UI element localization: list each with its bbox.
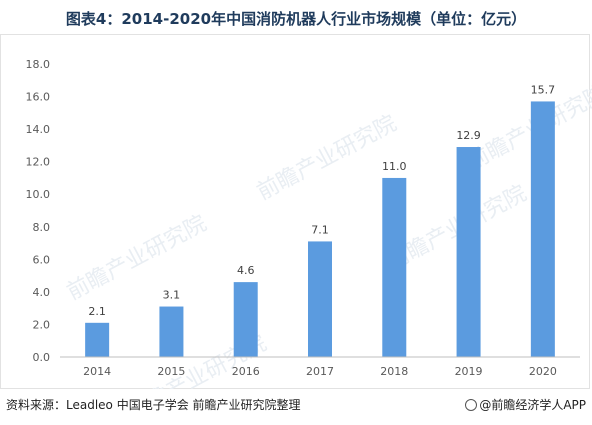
- y-tick-label: 10.0: [26, 188, 51, 201]
- watermark-text: 前瞻产业研究院: [463, 81, 592, 175]
- bar: [530, 101, 555, 357]
- x-axis: 2014 2015 2016 2017 2018 2019 2020: [60, 356, 580, 378]
- y-tick-label: 8.0: [33, 221, 51, 234]
- x-tick-label: 2016: [232, 365, 260, 378]
- data-label: 15.7: [531, 83, 556, 96]
- y-axis: 0.0 2.0 4.0 6.0 8.0 10.0 12.0 14.0 16.0 18.0: [26, 58, 51, 364]
- watermark-text: 前瞻产业研究院: [253, 111, 401, 205]
- y-tick-label: 14.0: [26, 123, 51, 136]
- y-tick-label: 18.0: [26, 58, 51, 71]
- chart-frame: [0, 34, 590, 389]
- bar-series: [85, 101, 555, 357]
- watermark-text: 前瞻产业研究院: [63, 211, 211, 305]
- x-tick-label: 2018: [380, 365, 408, 378]
- bar: [382, 177, 407, 357]
- chart-title: 图表4：2014-2020年中国消防机器人行业市场规模（单位：亿元）: [65, 10, 527, 28]
- data-labels: 2.1 3.1 4.6 7.1 11.0 12.9 15.7: [88, 83, 555, 317]
- bar: [233, 282, 258, 357]
- data-label: 4.6: [237, 264, 255, 277]
- bar: [159, 306, 184, 357]
- credit-note: @前瞻经济学人APP: [465, 396, 586, 413]
- y-tick-label: 2.0: [33, 318, 51, 331]
- x-tick-label: 2014: [83, 365, 111, 378]
- bar-chart: 前瞻产业研究院前瞻产业研究院前瞻产业研究院前瞻产业研究院前瞻产业研究院 0.02…: [26, 58, 592, 389]
- data-label: 7.1: [311, 223, 329, 236]
- credit-text: @前瞻经济学人APP: [479, 398, 586, 412]
- y-tick-label: 16.0: [26, 91, 51, 104]
- bar: [456, 147, 481, 357]
- y-tick-label: 12.0: [26, 156, 51, 169]
- x-tick-label: 2017: [306, 365, 334, 378]
- bar: [85, 322, 110, 357]
- data-label: 11.0: [382, 160, 407, 173]
- y-tick-label: 6.0: [33, 253, 51, 266]
- data-label: 2.1: [88, 305, 106, 318]
- x-tick-label: 2019: [455, 365, 483, 378]
- x-tick-label: 2020: [529, 365, 557, 378]
- x-tick-label: 2015: [157, 365, 185, 378]
- source-note: 资料来源：Leadleo 中国电子学会 前瞻产业研究院整理: [6, 398, 301, 412]
- logo-icon: [465, 399, 478, 411]
- data-label: 12.9: [456, 129, 481, 142]
- y-tick-label: 0.0: [33, 351, 51, 364]
- data-label: 3.1: [163, 289, 181, 302]
- y-tick-label: 4.0: [33, 286, 51, 299]
- bar: [308, 241, 332, 357]
